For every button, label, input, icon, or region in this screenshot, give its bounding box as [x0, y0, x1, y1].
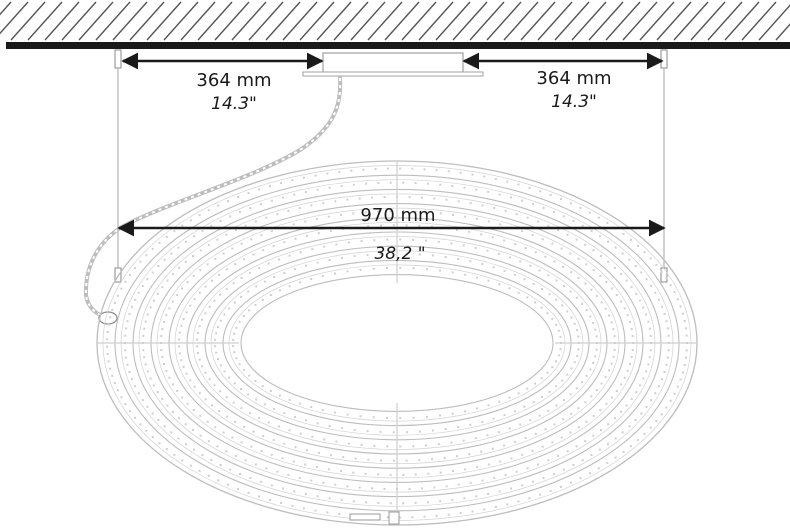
left-offset-mm: 364 mm — [196, 70, 271, 91]
left-offset-inch: 14.3" — [211, 94, 257, 114]
driver-box — [349, 511, 400, 525]
ceiling-hatch — [0, 1, 790, 41]
suspension-cable-left — [114, 49, 122, 283]
suspension-cable-right — [660, 49, 668, 283]
right-offset-inch: 14.3" — [551, 92, 597, 112]
right-offset-mm: 364 mm — [536, 68, 611, 89]
diameter-mm: 970 mm — [360, 205, 435, 226]
ceiling-line — [6, 42, 790, 49]
canopy — [302, 52, 484, 77]
power-cord — [83, 76, 343, 325]
diameter-inch: 38,2 " — [374, 244, 425, 264]
